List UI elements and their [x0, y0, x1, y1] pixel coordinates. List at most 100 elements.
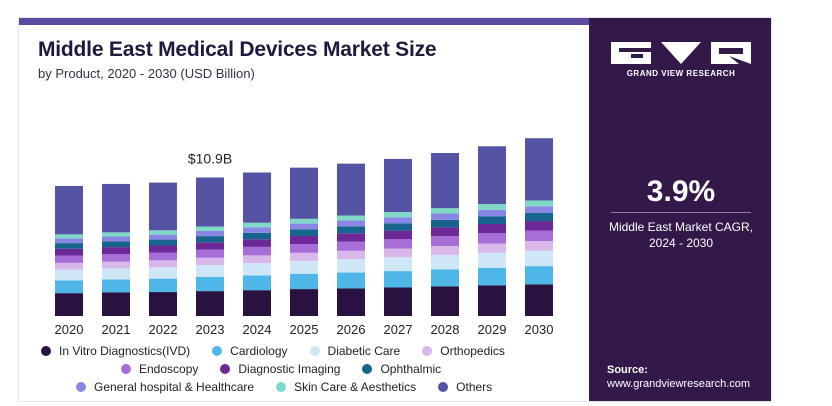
bar-segment-2028-4 [431, 236, 459, 247]
bar-segment-2020-7 [55, 238, 83, 244]
bar-segment-2024-6 [243, 232, 271, 240]
bar-segment-2028-9 [431, 153, 459, 209]
chart-title: Middle East Medical Devices Market Size [38, 38, 437, 61]
bar-segment-2022-2 [149, 267, 177, 279]
legend-swatch-icon [220, 364, 231, 374]
legend-label: In Vitro Diagnostics(IVD) [59, 344, 191, 358]
bar-segment-2022-5 [149, 245, 177, 253]
bar-segment-2030-8 [525, 200, 553, 207]
bar-segment-2029-3 [478, 243, 506, 253]
x-tick-label: 2027 [384, 322, 413, 337]
bar-segment-2020-0 [55, 293, 83, 316]
cagr-value: 3.9% [646, 175, 716, 208]
x-tick-label: 2022 [149, 322, 178, 337]
bar-segment-2026-9 [337, 163, 365, 216]
bar-segment-2023-9 [196, 177, 224, 227]
bar-segment-2024-3 [243, 255, 271, 264]
bar-segment-2024-9 [243, 172, 271, 223]
bar-segment-2027-8 [384, 212, 412, 218]
bar-segment-2030-9 [525, 138, 553, 201]
bar-segment-2027-0 [384, 287, 412, 316]
bar-segment-2025-9 [290, 167, 318, 219]
bar-segment-2028-8 [431, 208, 459, 214]
bar-segment-2030-7 [525, 206, 553, 213]
legend-label: Diabetic Care [327, 344, 401, 358]
bar-segment-2020-9 [55, 185, 83, 235]
bar-segment-2025-8 [290, 218, 318, 224]
bar-segment-2024-8 [243, 222, 271, 228]
bar-segment-2028-5 [431, 227, 459, 237]
bar-segment-2026-5 [337, 233, 365, 242]
bar-segment-2025-4 [290, 244, 318, 253]
legend-row: In Vitro Diagnostics(IVD) Cardiology Diabe… [41, 342, 586, 360]
bar-segment-2023-6 [196, 236, 224, 243]
bar-segment-2021-0 [102, 292, 130, 316]
bar-segment-2025-3 [290, 252, 318, 261]
x-tick-label: 2023 [196, 322, 225, 337]
data-label-annotation: $10.9B [188, 150, 232, 166]
bar-segment-2028-6 [431, 219, 459, 228]
bar-segment-2024-2 [243, 263, 271, 276]
bar-segment-2022-0 [149, 292, 177, 316]
bar-segment-2026-7 [337, 220, 365, 227]
x-tick-label: 2024 [243, 322, 272, 337]
bar-segment-2025-7 [290, 223, 318, 230]
bar-segment-2030-5 [525, 221, 553, 231]
bar-segment-2026-2 [337, 259, 365, 273]
legend-item: Cardiology [212, 344, 288, 358]
bar-segment-2020-8 [55, 234, 83, 239]
bar-segment-2028-1 [431, 269, 459, 287]
bar-segment-2026-8 [337, 215, 365, 221]
bar-segment-2020-3 [55, 262, 83, 270]
legend-item: Endoscopy [121, 362, 198, 376]
bar-segment-2030-2 [525, 250, 553, 267]
bar-segment-2027-7 [384, 217, 412, 224]
x-tick-label: 2026 [337, 322, 366, 337]
bar-segment-2021-8 [102, 232, 130, 237]
legend-label: Skin Care & Aesthetics [294, 380, 417, 394]
bar-segment-2021-6 [102, 241, 130, 248]
bar-segment-2021-3 [102, 261, 130, 269]
bar-segment-2027-3 [384, 248, 412, 258]
legend-label: Orthopedics [440, 344, 505, 358]
bar-segment-2029-9 [478, 146, 506, 205]
bar-segment-2025-2 [290, 260, 318, 274]
legend-swatch-icon [121, 364, 131, 374]
x-tick-label: 2030 [525, 322, 554, 337]
legend-item: Diabetic Care [309, 344, 401, 358]
legend-label: Ophthalmic [380, 362, 442, 376]
bar-segment-2020-6 [55, 243, 83, 249]
legend-item: General hospital & Healthcare [76, 380, 254, 394]
x-tick-label: 2028 [431, 322, 460, 337]
bar-segment-2027-1 [384, 271, 412, 288]
bar-segment-2026-6 [337, 226, 365, 234]
top-accent-bar [19, 18, 589, 25]
bar-segment-2022-6 [149, 239, 177, 246]
bar-segment-2025-1 [290, 273, 318, 290]
chart-legend: In Vitro Diagnostics(IVD) Cardiology Diabe… [41, 342, 586, 396]
legend-label: Cardiology [230, 344, 288, 358]
bar-segment-2025-5 [290, 235, 318, 245]
bar-segment-2028-7 [431, 213, 459, 220]
logo-wordmark: GRAND VIEW RESEARCH [626, 69, 736, 78]
bar-segment-2024-5 [243, 239, 271, 247]
x-tick-label: 2020 [55, 322, 84, 337]
bar-segment-2022-3 [149, 260, 177, 268]
bar-segment-2023-4 [196, 249, 224, 258]
bar-segment-2029-0 [478, 285, 506, 316]
bar-segment-2025-0 [290, 289, 318, 316]
chart-area: Middle East Medical Devices Market Size … [19, 18, 589, 401]
legend-swatch-icon [309, 346, 320, 356]
bar-segment-2026-1 [337, 272, 365, 289]
bar-segment-2029-4 [478, 233, 506, 244]
bar-segment-2029-5 [478, 224, 506, 234]
bar-segment-2021-5 [102, 247, 130, 255]
bar-segment-2024-4 [243, 246, 271, 256]
x-tick-label: 2025 [290, 322, 319, 337]
bar-segment-2030-0 [525, 284, 553, 316]
bar-segment-2024-0 [243, 290, 271, 316]
bar-segment-2024-7 [243, 227, 271, 233]
legend-item: Orthopedics [422, 344, 505, 358]
bar-segment-2029-8 [478, 204, 506, 210]
sidebar-panel: GRAND VIEW RESEARCH 3.9% Middle East Mar… [589, 18, 771, 401]
